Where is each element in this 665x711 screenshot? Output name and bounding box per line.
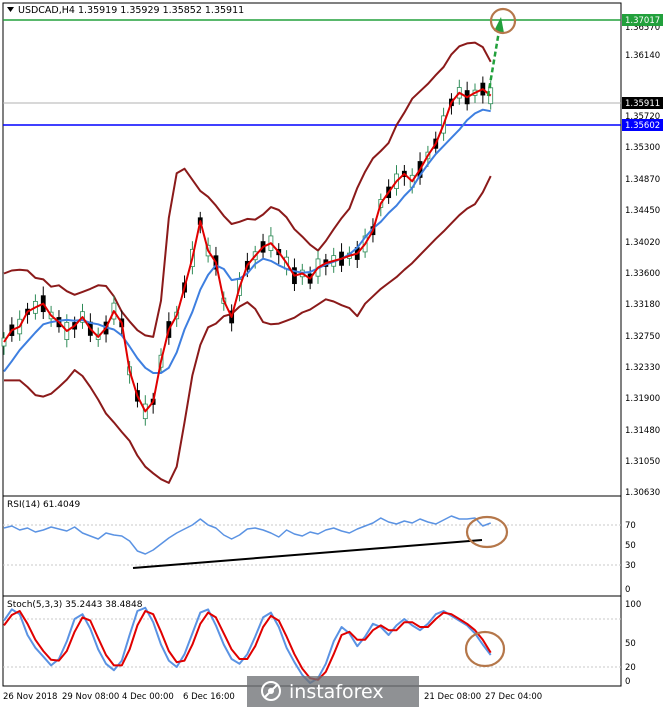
price-axis: 1.36570 1.36140 1.35720 1.35300 1.34870 … [622, 14, 663, 498]
rsi-circle [465, 515, 509, 549]
stochastic-indicator [3, 606, 492, 684]
time-label: 26 Nov 2018 [3, 692, 57, 702]
rsi-tick: 30 [625, 561, 636, 571]
annotations [464, 7, 517, 668]
current-price-label: 1.35911 [625, 99, 660, 109]
forecast-arrow [486, 30, 501, 97]
stoch-axis: 100 50 20 0 [625, 600, 641, 687]
support-price-box [622, 119, 663, 131]
price-tick: 1.30630 [625, 488, 660, 498]
arrow-head-icon [494, 17, 504, 33]
stoch-title: Stoch(5,3,3) 35.2443 38.4848 [7, 600, 143, 610]
price-tick: 1.31900 [625, 394, 660, 404]
rsi-trendline [132, 539, 483, 569]
chart-title: USDCAD,H4 1.35919 1.35929 1.35852 1.3591… [18, 5, 244, 16]
price-tick: 1.36140 [625, 51, 660, 61]
support-price-label: 1.35602 [625, 121, 660, 131]
price-tick: 1.34020 [625, 238, 660, 248]
price-tick: 1.32330 [625, 363, 660, 373]
price-tick: 1.32750 [625, 332, 660, 342]
time-label: 21 Dec 08:00 [424, 692, 481, 702]
time-axis: 26 Nov 2018 29 Nov 08:00 4 Dec 00:00 6 D… [3, 692, 542, 702]
time-label: 27 Dec 04:00 [485, 692, 542, 702]
triangle-down-icon [7, 7, 14, 12]
price-tick: 1.33180 [625, 300, 660, 310]
rsi-line [3, 515, 491, 555]
target-price-box [622, 14, 663, 26]
bollinger-bands [3, 41, 492, 484]
price-tick: 1.36570 [625, 23, 660, 33]
moving-averages [3, 88, 492, 413]
rsi-tick: 70 [625, 521, 636, 531]
rsi-tick: 50 [625, 541, 636, 551]
bollinger-upper-line [3, 41, 492, 338]
stoch-circle [464, 630, 506, 668]
candlesticks [1, 76, 494, 426]
target-circle [489, 7, 517, 35]
watermark: instaforex [247, 676, 419, 707]
slow-ma-line [3, 108, 491, 374]
stoch-tick: 0 [625, 677, 630, 687]
rsi-axis: 70 50 30 0 [625, 521, 636, 595]
price-tick: 1.33600 [625, 269, 660, 279]
watermark-text: instaforex [289, 681, 384, 703]
stoch-level-lines [3, 618, 621, 668]
price-tick: 1.35300 [625, 143, 660, 153]
price-tick: 1.35720 [625, 112, 660, 122]
rsi-title: RSI(14) 61.4049 [7, 500, 80, 510]
price-tick: 1.34870 [625, 175, 660, 185]
stoch-signal-line [3, 610, 492, 681]
instaforex-logo-icon [261, 681, 281, 701]
bollinger-lower-line [4, 175, 492, 484]
rsi-indicator [3, 515, 491, 555]
candle-body [1, 337, 7, 347]
stoch-tick: 20 [625, 663, 636, 673]
watermark-background [247, 676, 419, 707]
current-price-box [622, 97, 663, 109]
price-tick: 1.34450 [625, 206, 660, 216]
time-label: 6 Dec 16:00 [183, 692, 235, 702]
rsi-level-lines [3, 524, 621, 566]
time-label: 29 Nov 08:00 [62, 692, 119, 702]
stoch-tick: 100 [625, 600, 641, 610]
rsi-tick: 0 [625, 585, 630, 595]
rsi-panel-frame [2, 495, 622, 597]
stoch-tick: 50 [625, 639, 636, 649]
price-tick: 1.31050 [625, 457, 660, 467]
price-tick: 1.31480 [625, 426, 660, 436]
target-price-label: 1.37017 [625, 16, 660, 26]
time-label: 4 Dec 00:00 [122, 692, 174, 702]
fast-ma-line [3, 88, 492, 413]
price-panel-frame [2, 2, 622, 497]
